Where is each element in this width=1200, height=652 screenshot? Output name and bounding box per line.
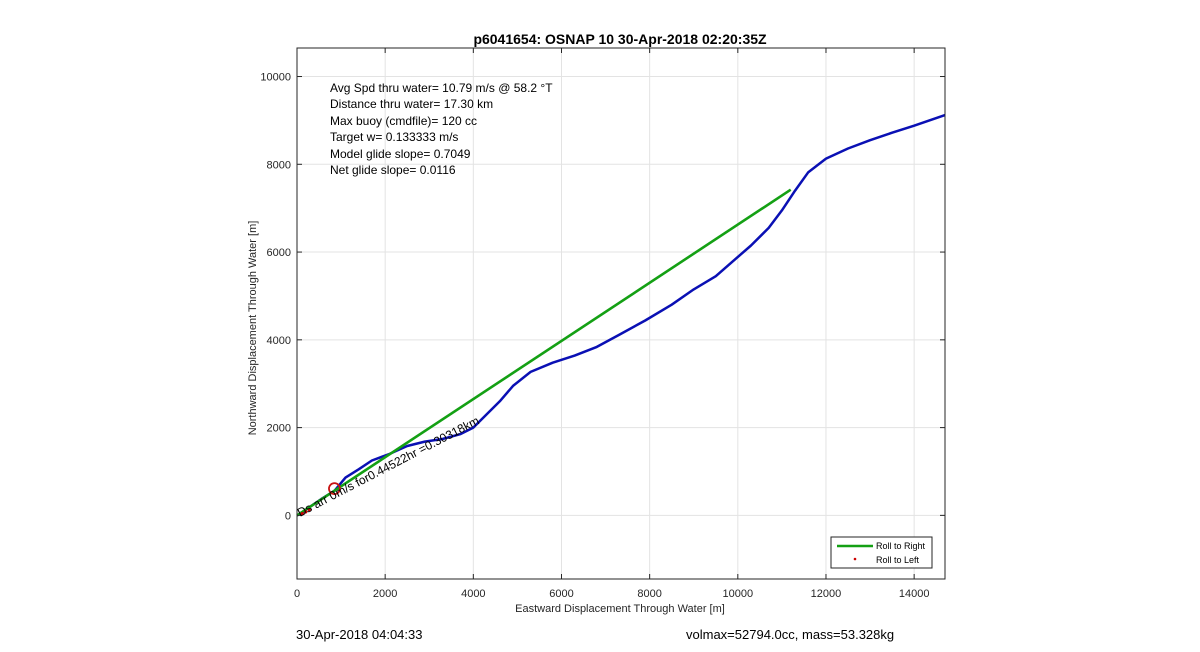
stat-max-buoy: Max buoy (cmdfile)= 120 cc xyxy=(330,114,477,128)
legend-box xyxy=(830,536,933,569)
y-tick-label: 8000 xyxy=(267,159,291,171)
legend-label-roll-left: Roll to Left xyxy=(876,555,920,565)
stat-avg-speed: Avg Spd thru water= 10.79 m/s @ 58.2 °T xyxy=(330,81,553,95)
series-layer xyxy=(296,113,946,517)
y-axis-label: Northward Displacement Through Water [m] xyxy=(247,221,259,436)
trajectory-line xyxy=(296,113,946,517)
roll-left-marker xyxy=(307,508,311,512)
legend-label-roll-right: Roll to Right xyxy=(876,541,926,551)
x-tick-label: 2000 xyxy=(373,588,397,600)
stat-net-glide-slope: Net glide slope= 0.0116 xyxy=(330,163,456,177)
grid xyxy=(296,48,945,579)
x-tick-label: 14000 xyxy=(899,588,930,600)
roll-left-marker xyxy=(300,512,304,516)
legend-swatch-roll-left xyxy=(853,557,857,561)
x-tick-label: 6000 xyxy=(549,588,573,600)
x-tick-label: 4000 xyxy=(461,588,485,600)
waypoint-circle-marker xyxy=(328,482,341,495)
roll-right-line xyxy=(296,188,792,517)
y-tick-label: 0 xyxy=(285,510,291,522)
footer-timestamp: 30-Apr-2018 04:04:33 xyxy=(296,627,423,642)
marker-layer xyxy=(300,482,341,516)
footer-vehicle-info: volmax=52794.0cc, mass=53.328kg xyxy=(686,627,895,642)
chart-title: p6041654: OSNAP 10 30-Apr-2018 02:20:35Z xyxy=(473,31,767,47)
x-tick-label: 12000 xyxy=(811,588,842,600)
stat-distance: Distance thru water= 17.30 km xyxy=(330,97,493,111)
y-tick-label: 2000 xyxy=(267,423,291,435)
plot-area xyxy=(297,48,945,579)
x-tick-label: 8000 xyxy=(637,588,661,600)
x-axis-label: Eastward Displacement Through Water [m] xyxy=(515,603,725,615)
stat-target-w: Target w= 0.133333 m/s xyxy=(330,130,458,144)
y-tick-label: 6000 xyxy=(267,247,291,259)
stat-model-glide-slope: Model glide slope= 0.7049 xyxy=(330,147,471,161)
y-tick-label: 10000 xyxy=(260,72,291,84)
legend: Roll to Right Roll to Left xyxy=(830,536,933,569)
x-tick-label: 10000 xyxy=(723,588,754,600)
y-tick-label: 4000 xyxy=(267,335,291,347)
stats-annotation: Avg Spd thru water= 10.79 m/s @ 58.2 °T … xyxy=(330,81,553,177)
plot-frame xyxy=(296,47,946,580)
tick-layer: 0 2000 4000 6000 8000 10000 12000 14000 0 2000 400… xyxy=(260,48,945,600)
x-tick-label: 0 xyxy=(294,588,300,600)
roll-left-marker xyxy=(304,510,308,514)
